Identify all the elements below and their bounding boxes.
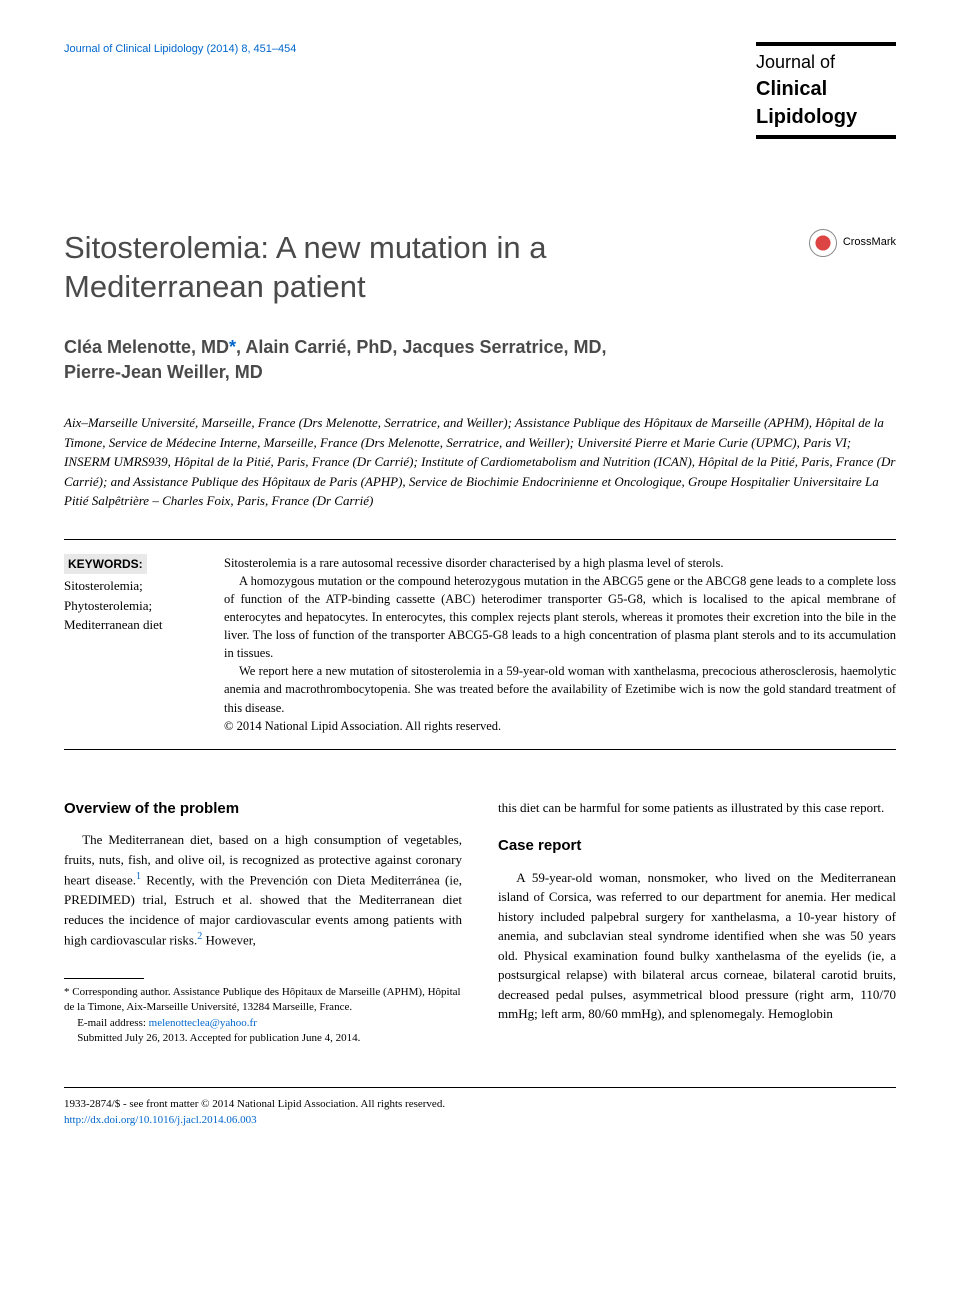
abstract-text: Sitosterolemia is a rare autosomal reces… bbox=[224, 554, 896, 735]
logo-line-1: Journal of bbox=[756, 50, 896, 75]
abstract-copyright: © 2014 National Lipid Association. All r… bbox=[224, 717, 896, 735]
email-line: E-mail address: melenotteclea@yahoo.fr bbox=[64, 1016, 462, 1031]
logo-line-2: Clinical bbox=[756, 75, 896, 103]
abstract-p2: A homozygous mutation or the compound he… bbox=[224, 572, 896, 663]
case-report-heading: Case report bbox=[498, 835, 896, 858]
keywords-column: KEYWORDS: Sitosterolemia; Phytosterolemi… bbox=[64, 554, 224, 735]
overview-paragraph: The Mediterranean diet, based on a high … bbox=[64, 830, 462, 950]
abstract-p1: Sitosterolemia is a rare autosomal reces… bbox=[224, 554, 896, 572]
logo-line-3: Lipidology bbox=[756, 103, 896, 139]
footnotes: * Corresponding author. Assistance Publi… bbox=[64, 985, 462, 1047]
overview-continuation: this diet can be harmful for some patien… bbox=[498, 798, 896, 818]
page-footer: 1933-2874/$ - see front matter © 2014 Na… bbox=[64, 1087, 896, 1129]
doi-link[interactable]: http://dx.doi.org/10.1016/j.jacl.2014.06… bbox=[64, 1112, 896, 1129]
overview-heading: Overview of the problem bbox=[64, 798, 462, 821]
body-columns: Overview of the problem The Mediterranea… bbox=[64, 798, 896, 1047]
journal-logo: Journal of Clinical Lipidology bbox=[756, 42, 896, 139]
title-row: Sitosterolemia: A new mutation in a Medi… bbox=[64, 229, 896, 307]
crossmark-icon bbox=[809, 229, 837, 257]
crossmark-badge[interactable]: CrossMark bbox=[809, 229, 896, 257]
page-header: Journal of Clinical Lipidology (2014) 8,… bbox=[64, 42, 896, 139]
abstract-block: KEYWORDS: Sitosterolemia; Phytosterolemi… bbox=[64, 539, 896, 750]
corresponding-author: * Corresponding author. Assistance Publi… bbox=[64, 985, 462, 1016]
footnote-separator bbox=[64, 978, 144, 979]
right-column: this diet can be harmful for some patien… bbox=[498, 798, 896, 1047]
affiliations: Aix–Marseille Université, Marseille, Fra… bbox=[64, 413, 896, 511]
email-link[interactable]: melenotteclea@yahoo.fr bbox=[149, 1017, 257, 1029]
abstract-p3: We report here a new mutation of sitoste… bbox=[224, 662, 896, 716]
case-report-paragraph: A 59-year-old woman, nonsmoker, who live… bbox=[498, 868, 896, 1024]
journal-reference: Journal of Clinical Lipidology (2014) 8,… bbox=[64, 42, 296, 57]
keywords-list: Sitosterolemia; Phytosterolemia; Mediter… bbox=[64, 576, 204, 635]
submission-dates: Submitted July 26, 2013. Accepted for pu… bbox=[64, 1031, 462, 1046]
crossmark-label: CrossMark bbox=[843, 235, 896, 250]
article-title: Sitosterolemia: A new mutation in a Medi… bbox=[64, 229, 664, 307]
author-list: Cléa Melenotte, MD*, Alain Carrié, PhD, … bbox=[64, 335, 896, 385]
keywords-label: KEYWORDS: bbox=[64, 554, 147, 575]
front-matter-line: 1933-2874/$ - see front matter © 2014 Na… bbox=[64, 1096, 896, 1113]
left-column: Overview of the problem The Mediterranea… bbox=[64, 798, 462, 1047]
